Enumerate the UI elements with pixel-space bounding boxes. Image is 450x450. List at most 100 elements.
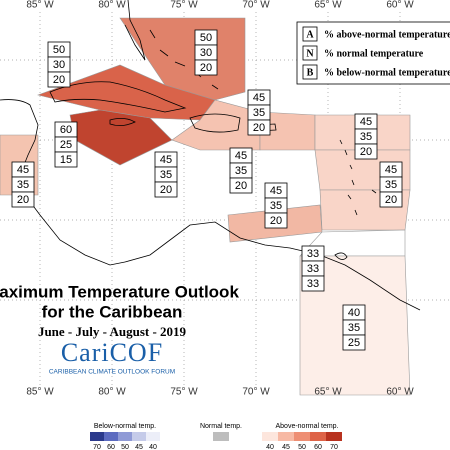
- colorbar-swatch: [262, 432, 278, 441]
- coast-hispaniola: [189, 113, 241, 133]
- legend-frame: [296, 21, 450, 85]
- longitude-label: 75° W: [170, 0, 198, 11]
- colorbar-swatch: [278, 432, 294, 441]
- below-label: Below-normal temp.: [94, 423, 156, 430]
- colorbar-tick: 60: [314, 444, 322, 450]
- colorbar-swatch: [213, 432, 229, 441]
- coast-jamaica: [109, 118, 136, 126]
- prob-box: [11, 191, 35, 208]
- colorbar-tick: 40: [149, 444, 157, 450]
- prob-value: 60: [60, 124, 72, 136]
- legend-key: A % above-normal temperature N % normal tem…: [296, 21, 450, 85]
- prob-box: [54, 151, 78, 168]
- longitude-label: 85° W: [26, 387, 54, 398]
- prob-value: 33: [307, 263, 319, 275]
- prob-value: 35: [253, 107, 265, 119]
- colorbar-tick: 70: [93, 444, 101, 450]
- prob-box: [247, 119, 271, 136]
- coast-south-america: [124, 221, 421, 311]
- legend-letter-box: [302, 26, 318, 42]
- colorbar-swatch: [310, 432, 326, 441]
- prob-value: 35: [17, 179, 29, 191]
- prob-value: 20: [270, 215, 282, 227]
- legend-text: % above-normal temperature: [324, 29, 450, 40]
- prob-box: [194, 59, 218, 76]
- prob-value: 35: [348, 322, 360, 334]
- prob-box: [379, 191, 403, 208]
- longitude-label: 60° W: [386, 0, 414, 11]
- prob-value: 20: [385, 194, 397, 206]
- colorbar-swatch: [146, 432, 160, 441]
- logo-subtitle: CARIBBEAN CLIMATE OUTLOOK FORUM: [49, 369, 175, 376]
- coast-central-america: [0, 99, 126, 266]
- prob-value: 45: [385, 164, 397, 176]
- longitude-labels-top: 85° W80° W75° W70° W65° W60° W55° W: [26, 0, 414, 11]
- prob-value: 25: [60, 139, 72, 151]
- prob-value: 20: [53, 74, 65, 86]
- normal-label: Normal temp.: [200, 423, 242, 430]
- logo: CariCOF: [61, 338, 163, 367]
- prob-value: 35: [270, 200, 282, 212]
- prob-value: 15: [60, 154, 72, 166]
- prob-value: 45: [360, 116, 372, 128]
- prob-box: [264, 212, 288, 229]
- legend-letter: B: [307, 67, 314, 78]
- prob-value: 30: [53, 59, 65, 71]
- colorbar-tick: 45: [282, 444, 290, 450]
- title-block: Maximum Temperature Outlook for the Cari…: [0, 282, 239, 375]
- prob-value: 45: [235, 150, 247, 162]
- longitude-label: 70° W: [242, 0, 270, 11]
- colorbar-tick: 70: [330, 444, 338, 450]
- coast-trinidad: [334, 252, 348, 260]
- prob-value: 20: [235, 180, 247, 192]
- legend-letter: A: [306, 29, 314, 40]
- longitude-label: 70° W: [242, 387, 270, 398]
- colorbar: Below-normal temp. Normal temp. Above-no…: [90, 423, 342, 450]
- colorbar-tick: 45: [135, 444, 143, 450]
- prob-value: 50: [53, 44, 65, 56]
- prob-value: 45: [17, 164, 29, 176]
- colorbar-tick: 40: [266, 444, 274, 450]
- prob-box: [354, 143, 378, 160]
- prob-value: 20: [17, 194, 29, 206]
- colorbar-swatch: [294, 432, 310, 441]
- prob-value: 45: [160, 154, 172, 166]
- prob-box: [342, 334, 366, 351]
- longitude-label: 80° W: [98, 0, 126, 11]
- prob-box: [154, 181, 178, 198]
- title-line1: Maximum Temperature Outlook: [0, 282, 239, 301]
- colorbar-swatch: [90, 432, 104, 441]
- prob-box: [301, 275, 325, 292]
- prob-value: 35: [385, 179, 397, 191]
- legend-text: % normal temperature: [324, 48, 424, 59]
- prob-value: 33: [307, 278, 319, 290]
- prob-value: 40: [348, 307, 360, 319]
- legend-text: % below-normal temperature: [324, 67, 450, 78]
- title-line2: for the Caribbean: [42, 302, 183, 321]
- probability-boxes: 50 30 20 50 30 20 60 25 15 45 35 20 45 35 20 45 35 20 45 35…: [11, 29, 403, 351]
- colorbar-swatch: [132, 432, 146, 441]
- prob-value: 35: [360, 131, 372, 143]
- prob-value: 45: [253, 92, 265, 104]
- colorbar-swatch: [118, 432, 132, 441]
- season: June - July - August - 2019: [38, 324, 187, 339]
- legend-rows: A % above-normal temperature N % normal tem…: [302, 26, 450, 80]
- prob-value: 20: [200, 62, 212, 74]
- colorbar-swatch: [104, 432, 118, 441]
- longitude-labels-bottom: 85° W80° W75° W70° W65° W60° W55° W: [26, 387, 414, 398]
- longitude-label: 60° W: [386, 387, 414, 398]
- prob-value: 30: [200, 47, 212, 59]
- coast-florida: [124, 0, 146, 61]
- legend-letter-box: [302, 45, 318, 61]
- prob-value: 20: [253, 122, 265, 134]
- prob-box: [47, 71, 71, 88]
- colorbar-swatch: [326, 432, 342, 441]
- coast-lesser-antilles: [339, 139, 377, 216]
- prob-value: 20: [360, 146, 372, 158]
- coastlines: [0, 0, 421, 311]
- coast-cuba: [49, 81, 187, 113]
- prob-value: 35: [235, 165, 247, 177]
- longitude-label: 65° W: [314, 387, 342, 398]
- above-label: Above-normal temp.: [275, 423, 338, 430]
